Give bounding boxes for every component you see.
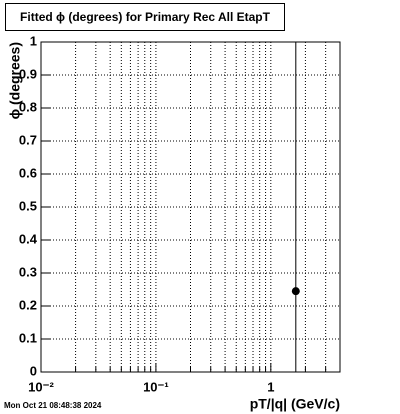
y-tick-label: 1	[30, 33, 37, 48]
y-tick-label: 0.6	[19, 165, 37, 180]
y-tick-label: 0.8	[19, 99, 37, 114]
title-box	[5, 3, 285, 31]
marker	[291, 287, 300, 296]
y-tick-label: 0.4	[19, 231, 38, 246]
plot-frame	[40, 41, 341, 373]
y-tick-label: 0.1	[19, 330, 37, 345]
x-tick-label: 1	[267, 379, 274, 394]
x-tick-label: 10⁻²	[28, 379, 54, 394]
y-tick-label: 0	[30, 363, 37, 378]
y-tick-label: 0.5	[19, 198, 37, 213]
y-tick-label: 0.3	[19, 264, 37, 279]
chart-title: Fitted ϕ (degrees) for Primary Rec All E…	[20, 10, 271, 24]
x-tick-label: 10⁻¹	[143, 379, 169, 394]
y-tick-label: 0.9	[19, 66, 37, 81]
x-axis-label: pT/|q| (GeV/c)	[250, 396, 340, 412]
timestamp: Mon Oct 21 08:48:38 2024	[4, 401, 102, 410]
y-tick-label: 0.7	[19, 132, 37, 147]
y-axis-label: ϕ (degrees)	[7, 42, 23, 119]
y-tick-label: 0.2	[19, 297, 37, 312]
